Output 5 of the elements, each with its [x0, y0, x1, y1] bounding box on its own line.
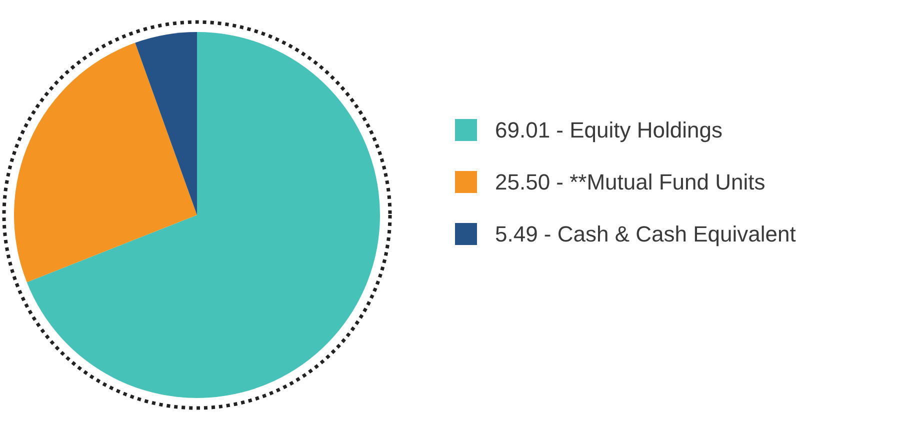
- pie-slice: [14, 42, 197, 282]
- legend-label: 5.49 - Cash & Cash Equivalent: [495, 222, 796, 246]
- legend-label: 25.50 - **Mutual Fund Units: [495, 170, 766, 194]
- legend-label: 69.01 - Equity Holdings: [495, 118, 722, 142]
- pie-slice: [135, 32, 197, 215]
